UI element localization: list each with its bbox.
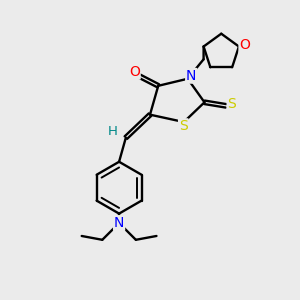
Text: N: N — [186, 69, 196, 83]
Text: S: S — [179, 119, 188, 133]
Text: N: N — [114, 216, 124, 230]
Text: S: S — [227, 98, 236, 111]
Text: O: O — [239, 38, 250, 52]
Text: O: O — [129, 65, 140, 79]
Text: H: H — [108, 125, 118, 138]
